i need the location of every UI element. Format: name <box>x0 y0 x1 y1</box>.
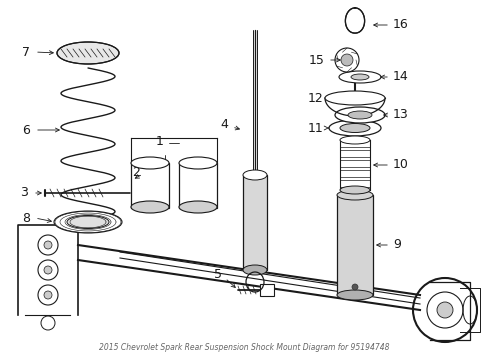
Text: 15: 15 <box>308 54 325 67</box>
Bar <box>243 175 266 270</box>
Text: 9: 9 <box>392 238 400 252</box>
Ellipse shape <box>336 190 372 200</box>
Bar <box>339 140 369 147</box>
Text: 5: 5 <box>214 269 222 282</box>
Circle shape <box>340 54 352 66</box>
Bar <box>339 160 369 167</box>
Text: 2015 Chevrolet Spark Rear Suspension Shock Mount Diagram for 95194748: 2015 Chevrolet Spark Rear Suspension Sho… <box>99 343 388 352</box>
Bar <box>179 163 217 208</box>
Text: 1: 1 <box>156 135 163 148</box>
Bar <box>339 150 369 157</box>
Text: 13: 13 <box>392 108 408 122</box>
Ellipse shape <box>325 91 384 105</box>
Circle shape <box>334 48 358 72</box>
Ellipse shape <box>243 170 266 180</box>
Ellipse shape <box>336 290 372 300</box>
Ellipse shape <box>54 211 122 233</box>
Text: 14: 14 <box>392 71 408 84</box>
Text: 7: 7 <box>22 45 30 58</box>
Text: 10: 10 <box>392 158 408 171</box>
Circle shape <box>436 302 452 318</box>
Circle shape <box>44 266 52 274</box>
Text: 16: 16 <box>392 18 408 31</box>
Circle shape <box>44 241 52 249</box>
Bar <box>339 170 369 177</box>
Polygon shape <box>345 8 364 33</box>
Ellipse shape <box>67 216 109 229</box>
Ellipse shape <box>339 136 369 144</box>
Ellipse shape <box>334 107 384 123</box>
Text: 3: 3 <box>20 186 28 199</box>
Ellipse shape <box>179 157 217 169</box>
Text: 11: 11 <box>306 122 323 135</box>
Ellipse shape <box>179 201 217 213</box>
Ellipse shape <box>338 71 380 83</box>
Ellipse shape <box>131 157 169 169</box>
Ellipse shape <box>339 123 369 132</box>
Ellipse shape <box>347 111 371 119</box>
Bar <box>131 163 169 208</box>
Bar <box>260 284 273 296</box>
Ellipse shape <box>243 265 266 275</box>
Ellipse shape <box>350 74 368 80</box>
Text: 6: 6 <box>22 123 30 136</box>
Circle shape <box>44 291 52 299</box>
Bar <box>336 195 372 295</box>
Text: 2: 2 <box>132 166 140 180</box>
Text: 12: 12 <box>306 91 323 104</box>
Ellipse shape <box>57 42 119 64</box>
Bar <box>339 180 369 187</box>
Circle shape <box>351 284 357 290</box>
Text: 8: 8 <box>22 211 30 225</box>
Ellipse shape <box>339 186 369 194</box>
Text: 4: 4 <box>220 118 227 131</box>
Ellipse shape <box>131 201 169 213</box>
Ellipse shape <box>328 120 380 136</box>
